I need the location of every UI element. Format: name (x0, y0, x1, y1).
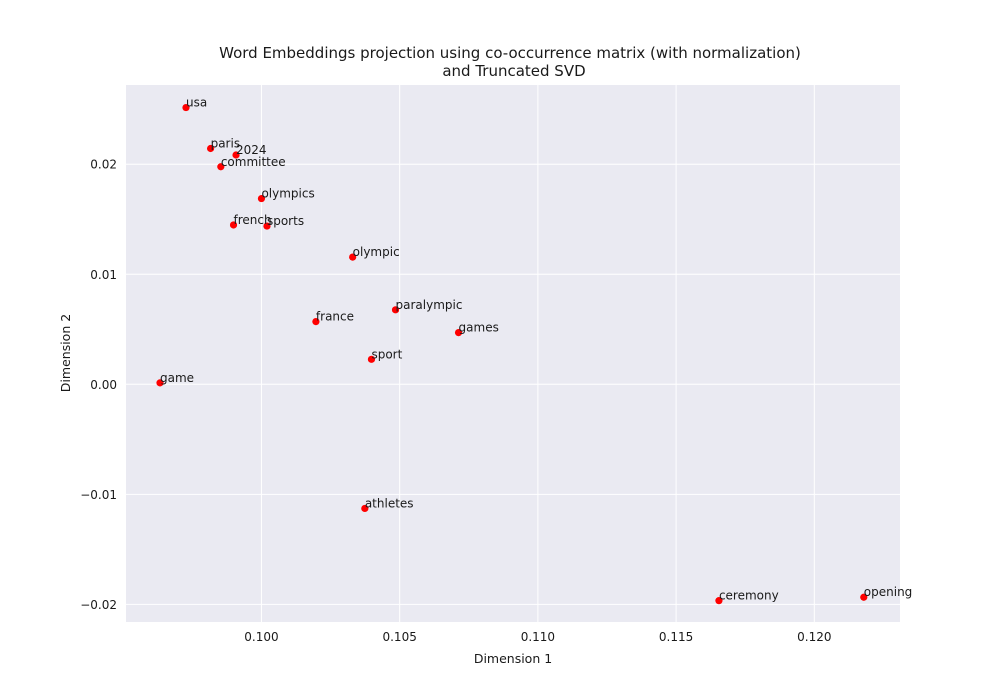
data-point-label: ceremony (719, 589, 779, 603)
data-point-label: france (316, 310, 354, 324)
data-point-label: olympic (353, 245, 400, 259)
data-point (232, 151, 240, 159)
y-tick-label: 0.01 (90, 268, 117, 282)
data-point-label: sport (371, 347, 402, 361)
data-point (715, 597, 723, 605)
y-tick-label: 0.02 (90, 158, 117, 172)
data-point-label: usa (186, 96, 207, 110)
x-tick-label: 0.100 (244, 630, 278, 644)
y-axis-label: Dimension 2 (58, 314, 73, 392)
grid-lines (126, 85, 900, 622)
data-point-label: paralympic (396, 298, 463, 312)
x-axis-label: Dimension 1 (474, 651, 552, 666)
x-tick-label: 0.120 (797, 630, 831, 644)
x-tick-label: 0.105 (382, 630, 416, 644)
plot-area (126, 85, 900, 622)
data-point-label: sports (267, 214, 304, 228)
data-point (182, 103, 190, 112)
y-tick-label: 0.00 (90, 378, 117, 392)
data-point (349, 253, 357, 261)
data-point (860, 593, 868, 601)
data-point-label: games (459, 321, 499, 335)
data-point (217, 163, 225, 171)
data-point (367, 355, 376, 363)
y-tick-label: −0.02 (80, 598, 117, 612)
data-point-label: game (160, 371, 194, 385)
data-point-label: paris (211, 136, 241, 150)
y-tick-label: −0.01 (80, 488, 117, 502)
data-point (229, 221, 238, 229)
data-point (391, 306, 400, 314)
data-point (206, 144, 215, 153)
chart-subtitle: and Truncated SVD (442, 62, 585, 80)
data-point-label: committee (221, 155, 286, 169)
x-tick-label: 0.115 (659, 630, 693, 644)
data-point (454, 328, 463, 337)
x-tick-label: 0.110 (521, 630, 555, 644)
data-point-label: olympics (261, 187, 314, 201)
data-labels: usaparis2024committeeolympicsfrenchsport… (160, 96, 912, 603)
tick-labels: 0.100 0.105 0.110 0.115 0.120 −0.02 −0.01 0.00 0… (80, 158, 831, 644)
data-points (156, 103, 868, 605)
data-point-label: athletes (365, 496, 414, 510)
data-point-label: french (234, 213, 272, 227)
data-point-label: opening (864, 585, 913, 599)
data-point (312, 317, 320, 326)
chart-title: Word Embeddings projection using co-occu… (219, 44, 801, 62)
data-point-label: 2024 (236, 143, 267, 157)
data-point (257, 194, 266, 203)
data-point (361, 504, 369, 513)
data-point (156, 379, 164, 387)
data-point (263, 222, 271, 230)
